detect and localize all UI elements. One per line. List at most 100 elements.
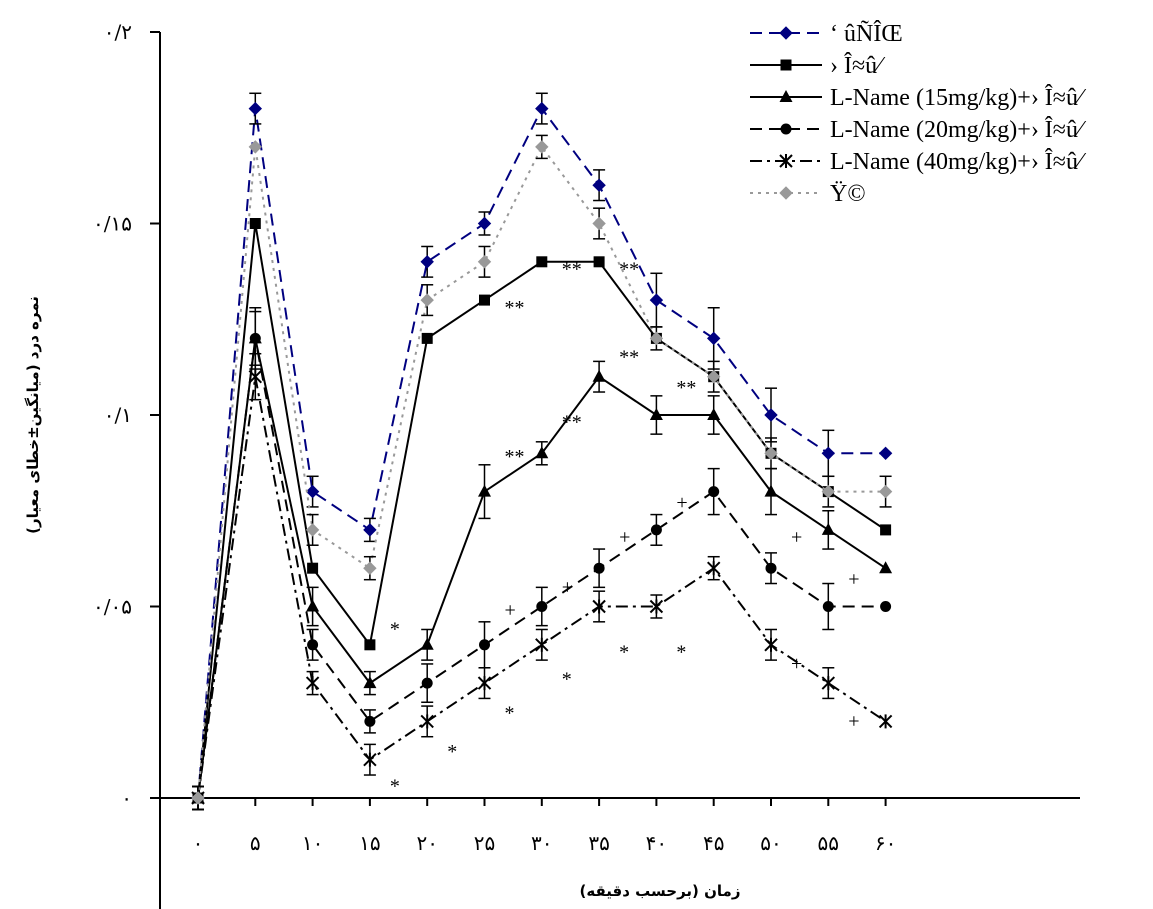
data-point [535, 446, 549, 459]
data-point [649, 293, 664, 307]
significance-mark: + [619, 527, 630, 549]
data-point [822, 601, 834, 612]
data-point [420, 255, 434, 269]
data-point [878, 714, 893, 729]
significance-mark: + [848, 710, 859, 732]
x-tick-label: ۱۰ [302, 831, 323, 855]
significance-mark: ** [562, 258, 582, 280]
data-point [649, 599, 664, 614]
data-point [880, 524, 892, 536]
legend-marker [779, 186, 793, 200]
data-point [764, 637, 778, 652]
significance-mark: + [505, 599, 516, 621]
significance-mark: * [619, 641, 629, 663]
significance-mark: + [848, 569, 859, 591]
series-5 [191, 352, 893, 811]
data-point [593, 256, 605, 268]
x-tick-label: ۳۵ [588, 831, 609, 855]
legend-marker [779, 154, 793, 168]
data-point [306, 599, 320, 612]
series-6-line [197, 145, 886, 799]
data-point [364, 639, 376, 651]
significance-mark: * [505, 703, 515, 725]
data-point [593, 562, 605, 574]
significance-mark: ** [619, 347, 639, 369]
data-point [364, 715, 376, 727]
series-6 [191, 134, 893, 811]
legend-label: L-Name (20mg/kg)+› Î≈û⁄ [830, 117, 1087, 143]
significance-mark: * [447, 741, 457, 763]
data-point [305, 523, 320, 537]
x-tick-label: ۴۰ [646, 831, 667, 855]
series-layer [191, 92, 893, 811]
series-3 [191, 310, 893, 811]
legend-marker [779, 26, 793, 40]
data-point [706, 561, 721, 576]
data-point [708, 486, 720, 498]
legend: ‘ ûÑÎŒ › Î≈û⁄ L-Name (15mg/kg)+› Î≈û⁄ L-Nam… [750, 21, 1087, 207]
data-point [420, 293, 434, 307]
data-point [764, 446, 778, 461]
data-point [764, 484, 778, 497]
data-point [536, 601, 548, 612]
y-tick-label: ۰/۱۵ [93, 212, 132, 236]
x-tick-label: ۵۰ [760, 831, 781, 855]
x-tick-label: ۴۵ [703, 831, 724, 855]
legend-label: › Î≈û⁄ [830, 53, 886, 79]
legend-item: ‘ ûÑÎŒ [750, 21, 903, 47]
data-point [421, 332, 433, 344]
data-point [535, 101, 549, 116]
data-point [535, 140, 549, 154]
data-point [592, 599, 606, 614]
annotation-layer: ***** **********++++++++***** * [390, 258, 860, 797]
data-point [477, 676, 492, 691]
data-point [821, 676, 836, 691]
legend-item: L-Name (15mg/kg)+› Î≈û⁄ [750, 85, 1087, 111]
significance-mark: * [562, 668, 572, 690]
data-point [249, 218, 261, 229]
y-tick-label: ۰/۱ [104, 403, 132, 427]
data-point [363, 752, 377, 767]
legend-marker [779, 90, 793, 102]
series-3-line [197, 338, 887, 799]
data-point [821, 446, 836, 461]
data-point [363, 676, 377, 689]
x-axis-title: زمان (برحسب دقیقه) [580, 882, 741, 900]
data-point [420, 637, 434, 650]
legend-item: L-Name (20mg/kg)+› Î≈û⁄ [750, 117, 1087, 143]
data-point [248, 140, 263, 154]
significance-mark: ** [619, 258, 639, 280]
x-tick-label: ۵ [250, 831, 261, 855]
legend-label: L-Name (40mg/kg)+› Î≈û⁄ [830, 149, 1087, 175]
significance-mark: + [676, 492, 687, 514]
data-point [592, 216, 606, 231]
significance-mark: ** [676, 377, 696, 399]
data-point [879, 561, 893, 574]
significance-mark: * [676, 641, 686, 663]
significance-mark: + [791, 653, 802, 675]
significance-mark: ** [505, 297, 525, 319]
data-point [592, 369, 606, 382]
legend-marker [780, 59, 792, 71]
data-point [535, 637, 549, 652]
data-point [248, 369, 263, 384]
data-point [305, 676, 320, 691]
data-point [421, 677, 433, 689]
data-point [878, 446, 893, 461]
legend-item: L-Name (40mg/kg)+› Î≈û⁄ [750, 149, 1087, 175]
data-point [706, 331, 721, 346]
data-point [307, 562, 319, 574]
legend-label: L-Name (15mg/kg)+› Î≈û⁄ [830, 85, 1087, 111]
data-point [307, 639, 319, 651]
data-point [821, 484, 836, 499]
y-tick-label: ۰/۰۵ [93, 595, 132, 619]
data-point [707, 408, 721, 420]
significance-mark: ** [562, 412, 582, 434]
x-tick-label: ۰ [193, 831, 204, 855]
y-axis-title: نمره درد (میانگین±خطای معیار) [24, 296, 42, 534]
data-point [765, 562, 777, 574]
x-tick-label: ۳۰ [531, 831, 552, 855]
data-point [592, 178, 606, 192]
x-tick-label: ۲۵ [474, 831, 495, 855]
significance-mark: + [562, 576, 573, 598]
